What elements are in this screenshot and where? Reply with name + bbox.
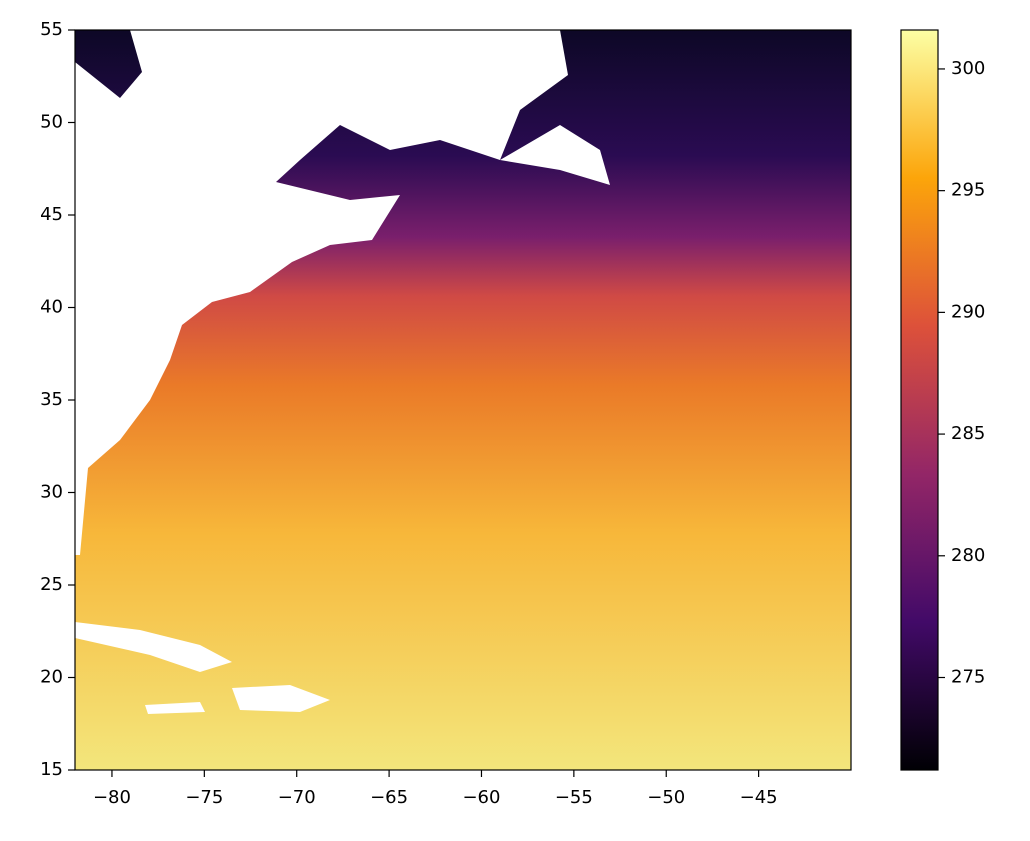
colorbar-tick-label: 295 xyxy=(951,180,985,201)
y-tick-label: 25 xyxy=(40,574,63,595)
colorbar-tick-label: 285 xyxy=(951,423,985,444)
colorbar-tick-label: 275 xyxy=(951,667,985,688)
x-tick-label: −65 xyxy=(370,787,408,808)
x-tick-label: −50 xyxy=(647,787,685,808)
y-tick-label: 35 xyxy=(40,389,63,410)
x-tick-label: −60 xyxy=(462,787,500,808)
y-tick-label: 20 xyxy=(40,667,63,688)
y-tick-label: 55 xyxy=(40,19,63,40)
x-tick-label: −55 xyxy=(555,787,593,808)
y-tick-label: 15 xyxy=(40,759,63,780)
colorbar xyxy=(900,29,939,771)
y-tick-label: 45 xyxy=(40,204,63,225)
y-tick-label: 50 xyxy=(40,112,63,133)
x-tick-label: −70 xyxy=(278,787,316,808)
colorbar-tick-label: 290 xyxy=(951,301,985,322)
x-tick-label: −45 xyxy=(740,787,778,808)
y-tick-label: 40 xyxy=(40,297,63,318)
x-tick-label: −75 xyxy=(185,787,223,808)
sst-field xyxy=(75,30,851,770)
colorbar-tick-label: 280 xyxy=(951,545,985,566)
colorbar-tick-label: 300 xyxy=(951,58,985,79)
x-tick-label: −80 xyxy=(93,787,131,808)
y-tick-label: 30 xyxy=(40,482,63,503)
